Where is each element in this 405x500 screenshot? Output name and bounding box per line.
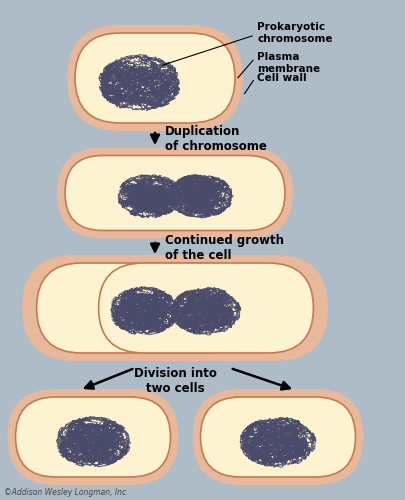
FancyBboxPatch shape	[200, 397, 356, 477]
Text: Prokaryotic
chromosome: Prokaryotic chromosome	[257, 22, 333, 44]
Text: Duplication
of chromosome: Duplication of chromosome	[165, 125, 267, 153]
FancyBboxPatch shape	[36, 263, 252, 353]
FancyBboxPatch shape	[75, 33, 235, 123]
Text: ©Addison Wesley Longman, Inc: ©Addison Wesley Longman, Inc	[4, 488, 126, 497]
FancyBboxPatch shape	[15, 397, 171, 477]
Text: Division into
two cells: Division into two cells	[134, 367, 216, 395]
FancyBboxPatch shape	[57, 148, 293, 238]
FancyBboxPatch shape	[65, 156, 285, 230]
Text: Plasma
membrane: Plasma membrane	[257, 52, 320, 74]
Text: Continued growth
of the cell: Continued growth of the cell	[165, 234, 284, 262]
FancyBboxPatch shape	[22, 255, 328, 361]
Text: Cell wall: Cell wall	[257, 73, 307, 83]
FancyBboxPatch shape	[98, 263, 313, 353]
FancyBboxPatch shape	[8, 389, 179, 485]
FancyBboxPatch shape	[67, 25, 243, 131]
FancyBboxPatch shape	[192, 389, 364, 485]
